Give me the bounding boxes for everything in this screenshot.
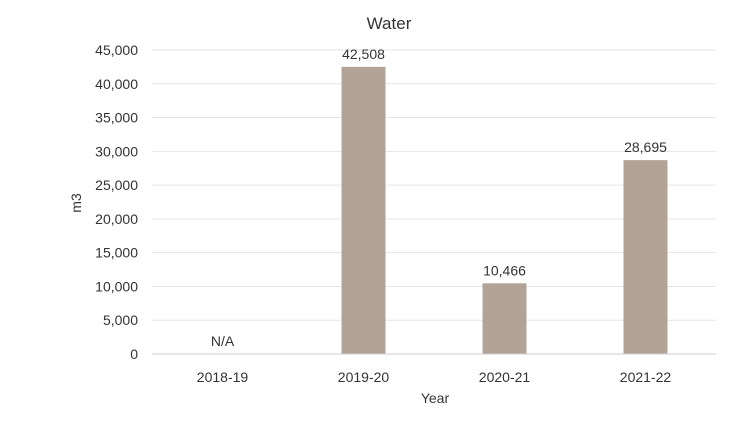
y-tick-label: 5,000 [103,312,138,328]
bar-2019-20 [341,66,386,355]
bars [341,66,668,355]
y-tick-label: 45,000 [95,42,138,58]
y-axis-ticks: 0 5,000 10,000 15,000 20,000 25,000 30,000 35,0… [95,42,138,362]
x-axis-label: Year [421,390,450,406]
x-tick-label: 2021-22 [620,369,672,385]
data-label: N/A [211,333,235,349]
x-tick-label: 2018-19 [197,369,249,385]
y-tick-label: 0 [130,346,138,362]
data-label: 28,695 [624,139,667,155]
data-labels: N/A 42,508 10,466 28,695 [211,46,667,349]
data-label: 42,508 [342,46,385,62]
gridlines [152,49,716,321]
x-tick-label: 2020-21 [479,369,531,385]
y-tick-label: 35,000 [95,110,138,126]
x-axis-ticks: 2018-19 2019-20 2020-21 2021-22 [197,369,672,385]
x-tick-label: 2019-20 [338,369,390,385]
data-label: 10,466 [483,262,526,278]
y-tick-label: 40,000 [95,76,138,92]
chart-title: Water [367,14,412,33]
y-tick-label: 25,000 [95,177,138,193]
y-tick-label: 30,000 [95,143,138,159]
y-tick-label: 20,000 [95,211,138,227]
bar-2020-21 [482,283,527,354]
bar-2021-22 [623,160,668,354]
y-axis-label: m3 [68,193,84,213]
y-tick-label: 10,000 [95,278,138,294]
y-tick-label: 15,000 [95,245,138,261]
